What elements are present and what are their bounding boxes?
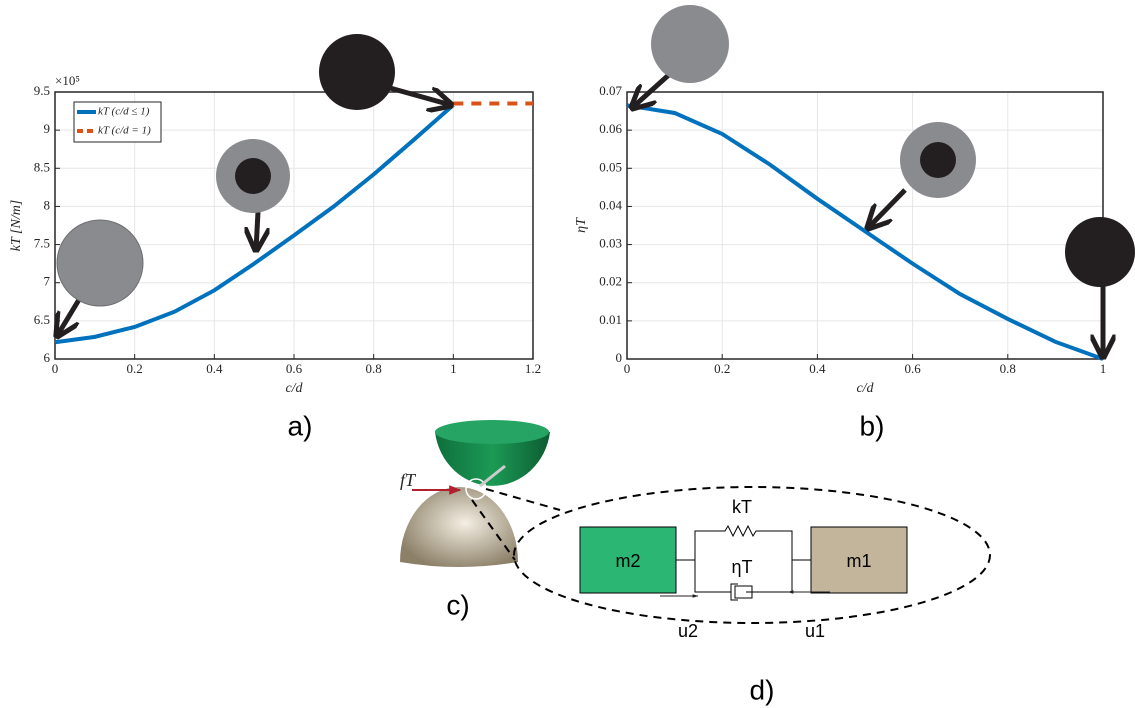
y-tick-label: 7 [44, 274, 51, 289]
damper [730, 583, 753, 601]
y-tick-label: 6 [44, 350, 51, 365]
mass-label: m2 [615, 551, 640, 571]
x-tick-label: 0.4 [206, 361, 223, 376]
mass-label: m1 [846, 551, 871, 571]
icon [1065, 217, 1135, 287]
annotations [57, 70, 1103, 357]
y-tick-label: 0.03 [599, 236, 622, 251]
disp-label: u1 [805, 621, 825, 641]
y-tick-label: 0.05 [599, 159, 622, 174]
icon [235, 158, 271, 194]
legend-box [73, 101, 162, 143]
x-tick-label: 0.8 [366, 361, 382, 376]
mass [810, 526, 908, 594]
x-tick-label: 0.2 [714, 361, 730, 376]
x-axis-label: c/d [285, 381, 303, 396]
mass [579, 526, 677, 594]
y-scale-label: ×10⁵ [55, 73, 80, 88]
charts: 0 0.2 0.4 0.6 0.8 1 1.2 6 6.5 7 7.5 8 8.5 9 9.5 c/d kT [… [9, 73, 1106, 396]
x-tick-label: 0.6 [904, 361, 921, 376]
y-axis-label: kT [N/m] [9, 200, 24, 251]
x-tick-label: 1.2 [525, 361, 541, 376]
panel-label: b) [860, 410, 885, 441]
data-line [54, 103, 455, 345]
y-tick-label: 7.5 [34, 236, 50, 251]
y-tick-label: 0.07 [599, 83, 622, 98]
x-tick-label: 0.4 [809, 361, 826, 376]
y-tick-label: 8.5 [34, 159, 50, 174]
arrow [57, 296, 83, 336]
damper-label: ηT [731, 557, 752, 577]
spring-label: kT [732, 497, 752, 517]
x-tick-label: 0 [52, 361, 59, 376]
y-tick-label: 0.02 [599, 274, 622, 289]
legend-label: kT (c/d ≤ 1) [98, 106, 150, 118]
y-tick-label: 0 [616, 350, 623, 365]
x-axis-label: c/d [856, 381, 874, 396]
panel-label: c) [446, 589, 469, 620]
plot-area [627, 92, 1103, 359]
icon [920, 142, 956, 178]
force-label: fT [400, 470, 417, 490]
x-tick-label: 1 [450, 361, 457, 376]
icon [319, 34, 395, 110]
arrow [256, 211, 258, 250]
axes-box [54, 91, 534, 360]
diagram: fT m2 m1 kT ηT u2 u1 [400, 420, 991, 641]
arrow [389, 85, 451, 105]
y-axis-label: ηT [574, 217, 589, 233]
probe [479, 464, 506, 488]
upper-body [435, 432, 550, 486]
arrow [632, 70, 674, 108]
zoom-line [471, 499, 516, 561]
x-tick-label: 1 [1100, 361, 1107, 376]
y-tick-label: 0.06 [599, 121, 622, 136]
x-tick-label: 0 [624, 361, 631, 376]
legend-label: kT (c/d = 1) [98, 125, 151, 137]
panel-label: a) [288, 410, 313, 441]
x-tick-label: 0.2 [127, 361, 143, 376]
disp-label: u2 [678, 621, 698, 641]
y-tick-label: 0.04 [599, 197, 622, 212]
icon [651, 5, 729, 83]
x-tick-label: 0.6 [286, 361, 303, 376]
y-tick-label: 6.5 [34, 312, 50, 327]
zoom-ellipse [513, 486, 991, 624]
lower-body [400, 487, 518, 567]
icon [56, 219, 144, 307]
x-tick-label: 0.8 [1000, 361, 1016, 376]
y-tick-label: 9 [44, 121, 51, 136]
panel-label: d) [750, 674, 775, 705]
arrow [868, 188, 907, 228]
y-tick-label: 0.01 [599, 312, 622, 327]
y-tick-label: 9.5 [34, 83, 50, 98]
y-tick-label: 8 [44, 197, 51, 212]
upper-body-top [435, 420, 549, 444]
